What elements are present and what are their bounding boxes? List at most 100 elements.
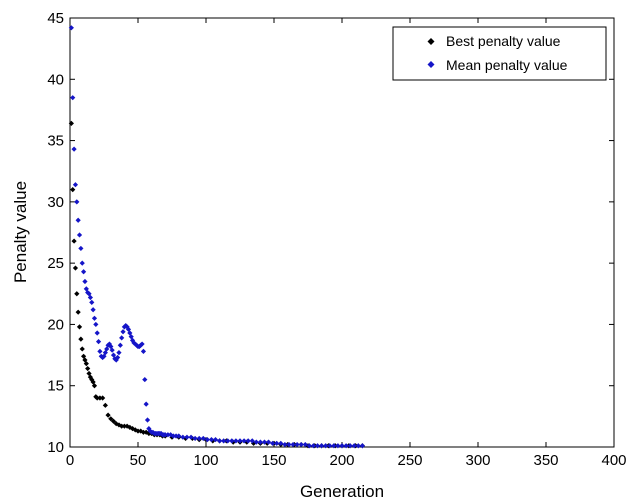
data-point [257, 439, 263, 445]
data-point [117, 342, 123, 348]
data-point [89, 299, 95, 305]
data-point [100, 395, 106, 401]
data-point [97, 348, 103, 354]
x-tick-label: 350 [533, 452, 558, 469]
y-tick-label: 15 [47, 378, 64, 395]
data-point [138, 428, 144, 434]
data-point [278, 440, 284, 446]
data-point [192, 435, 198, 442]
data-point [68, 120, 74, 127]
data-point [237, 438, 243, 444]
data-point [76, 324, 83, 330]
data-point [355, 443, 361, 449]
data-point [116, 350, 122, 356]
data-point [94, 395, 100, 401]
data-point [128, 334, 134, 340]
data-point [294, 441, 300, 448]
data-point [70, 95, 76, 101]
data-point [83, 361, 89, 367]
x-tick-label: 50 [130, 452, 147, 469]
data-point [265, 439, 272, 445]
data-point [71, 238, 77, 244]
data-point [217, 438, 223, 444]
data-point [221, 438, 227, 444]
data-point [140, 429, 147, 435]
data-point [298, 441, 304, 448]
x-tick-label: 300 [465, 452, 490, 469]
data-point [253, 439, 259, 445]
data-point [274, 440, 280, 446]
data-point [162, 432, 168, 438]
data-point [241, 438, 247, 444]
data-point [119, 335, 125, 341]
data-point [72, 265, 79, 271]
data-point [310, 443, 317, 449]
data-point [343, 443, 349, 449]
data-point [90, 307, 96, 313]
data-point [74, 291, 80, 297]
data-point [109, 347, 115, 353]
data-point [127, 330, 133, 336]
data-point [170, 433, 176, 439]
data-point [249, 438, 255, 444]
x-axis: 0 50 100 150 200 250 300 350 400 [66, 18, 627, 469]
data-point [327, 443, 333, 449]
data-point [68, 25, 74, 31]
data-point [71, 146, 77, 152]
data-point [78, 336, 84, 342]
data-point [173, 433, 179, 439]
data-point [127, 424, 133, 430]
data-point [225, 438, 231, 444]
y-axis: 10 15 20 25 30 35 40 45 [47, 10, 614, 456]
data-point [105, 412, 111, 418]
data-point [261, 439, 268, 445]
y-axis-title: Penalty value [11, 181, 30, 283]
x-tick-label: 200 [329, 452, 354, 469]
data-point [115, 354, 121, 361]
legend-box [392, 26, 607, 81]
data-point [204, 437, 210, 443]
plot-area [69, 17, 615, 448]
data-point [339, 443, 345, 449]
data-point [144, 417, 151, 423]
series-mean [68, 25, 365, 449]
data-point [323, 443, 329, 449]
data-point [286, 441, 292, 448]
data-point [83, 286, 89, 292]
data-point [95, 338, 102, 345]
y-tick-label: 35 [47, 133, 64, 150]
data-point [97, 395, 103, 401]
data-point [314, 443, 321, 449]
data-point [79, 346, 85, 352]
data-point [196, 435, 202, 442]
data-point [70, 187, 76, 193]
data-point [74, 199, 80, 205]
data-point [306, 443, 312, 449]
legend-label-mean: Mean penalty value [446, 57, 568, 73]
data-point [146, 426, 152, 432]
y-tick-label: 20 [47, 316, 64, 333]
y-tick-label: 45 [47, 10, 64, 27]
legend: Best penalty value Mean penalty value [392, 26, 607, 81]
y-tick-label: 30 [47, 194, 64, 211]
data-point [270, 440, 276, 446]
data-point [351, 443, 357, 449]
y-tick-label: 10 [47, 439, 64, 456]
data-point [72, 182, 79, 188]
data-point [282, 441, 288, 448]
data-point [188, 434, 194, 440]
data-point [119, 423, 125, 429]
data-point [82, 278, 88, 285]
data-point [108, 416, 114, 422]
data-point [200, 435, 206, 442]
data-point [139, 341, 145, 347]
data-point [75, 309, 81, 315]
data-point [229, 438, 235, 444]
data-point [76, 232, 83, 238]
data-point [142, 376, 148, 383]
data-point [335, 443, 341, 449]
legend-label-best: Best penalty value [446, 33, 561, 49]
y-tick-label: 25 [47, 255, 64, 272]
legend-marker-mean [427, 61, 435, 68]
